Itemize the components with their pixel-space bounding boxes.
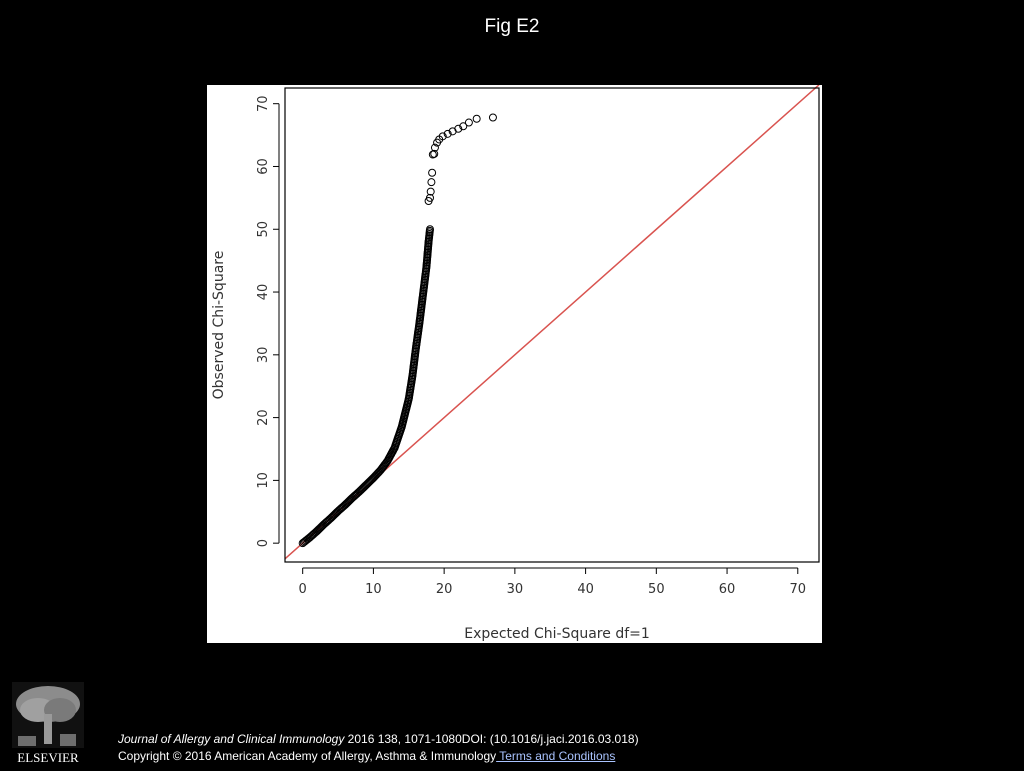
data-point [425, 225, 434, 234]
x-tick-label: 0 [299, 582, 307, 597]
outlier-point [438, 132, 447, 141]
y-tick-label: 0 [256, 539, 271, 547]
x-tick-label: 70 [790, 582, 807, 597]
outlier-point [459, 122, 468, 131]
figure-title: Fig E2 [484, 16, 540, 37]
y-tick-label: 60 [256, 158, 271, 175]
copyright-line: Copyright © 2016 American Academy of All… [118, 748, 639, 765]
elsevier-logo: ELSEVIER [8, 680, 88, 766]
y-tick-label: 10 [256, 472, 271, 489]
outlier-point [425, 193, 434, 202]
x-tick-label: 50 [648, 582, 665, 597]
citation-block: Journal of Allergy and Clinical Immunolo… [118, 731, 639, 765]
x-tick-label: 10 [365, 582, 382, 597]
data-points-group [298, 113, 497, 548]
copyright-text: Copyright © 2016 American Academy of All… [118, 749, 497, 763]
outlier-point [454, 124, 463, 133]
outlier-point [488, 113, 497, 122]
y-axis-label: Observed Chi-Square [211, 251, 227, 400]
y-tick-label: 40 [256, 284, 271, 301]
elsevier-wordmark: ELSEVIER [17, 750, 79, 765]
x-axis-label: Expected Chi-Square df=1 [464, 626, 650, 642]
y-tick-label: 30 [256, 347, 271, 364]
y-tick-label: 20 [256, 409, 271, 426]
elsevier-tree-icon [12, 682, 84, 748]
x-tick-label: 20 [436, 582, 453, 597]
y-tick-label: 50 [256, 221, 271, 238]
x-axis: 0 10 20 30 40 50 60 70 [299, 567, 807, 597]
outlier-point [426, 187, 435, 196]
outlier-point [427, 178, 436, 187]
outlier-point [472, 114, 481, 123]
citation-line: Journal of Allergy and Clinical Immunolo… [118, 731, 639, 748]
x-tick-label: 60 [719, 582, 736, 597]
outlier-point [428, 168, 437, 177]
x-tick-label: 30 [507, 582, 524, 597]
journal-name: Journal of Allergy and Clinical Immunolo… [118, 732, 345, 746]
plot-frame [284, 87, 820, 563]
terms-and-conditions-link[interactable]: Terms and Conditions [496, 749, 616, 763]
y-axis: 0 10 20 30 40 50 60 70 [256, 95, 280, 547]
qq-plot-panel: 0 10 20 30 40 50 60 70 0 10 20 30 40 50 60 70 Expected… [207, 85, 822, 643]
qq-plot: 0 10 20 30 40 50 60 70 0 10 20 30 40 50 60 70 Expected… [211, 85, 820, 642]
citation-details: 2016 138, 1071-1080DOI: (10.1016/j.jaci.… [344, 732, 639, 746]
outlier-point [430, 143, 439, 152]
outlier-point [443, 129, 452, 138]
outlier-point [464, 118, 473, 127]
outlier-point [430, 149, 439, 158]
x-tick-label: 40 [577, 582, 594, 597]
y-tick-label: 70 [256, 95, 271, 112]
